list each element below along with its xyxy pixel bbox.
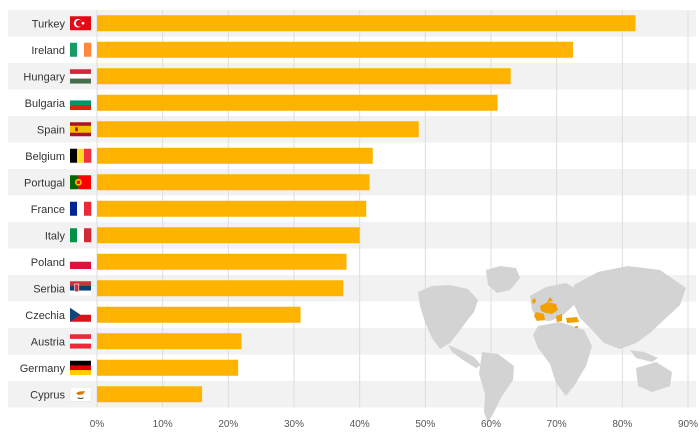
bar-belgium xyxy=(97,147,373,164)
flag-poland-icon xyxy=(70,254,91,270)
x-tick-label: 30% xyxy=(284,419,304,430)
flag-hungary-icon xyxy=(70,69,91,84)
bar-bulgaria xyxy=(97,94,498,111)
highlighted-countries xyxy=(532,297,579,328)
category-label: Serbia xyxy=(33,283,66,295)
category-label: Spain xyxy=(37,124,65,136)
flag-cyprus-icon xyxy=(69,387,92,402)
bar-cyprus xyxy=(97,386,203,403)
x-tick-label: 50% xyxy=(415,419,435,430)
bar-hungary xyxy=(97,68,511,85)
category-label: Portugal xyxy=(24,177,65,189)
bar-serbia xyxy=(97,280,344,297)
flag-italy-icon xyxy=(70,228,92,243)
x-axis-ticks: 0% 10% 20% 30% 40% 50% 60% 70% 80% 90% xyxy=(90,419,698,430)
x-tick-label: 20% xyxy=(218,419,238,430)
x-tick-label: 80% xyxy=(612,419,632,430)
category-label: Cyprus xyxy=(30,389,65,401)
flag-portugal-icon xyxy=(70,175,91,190)
category-label: Germany xyxy=(20,363,66,375)
category-label: Bulgaria xyxy=(25,98,66,110)
country-labels: Turkey Ireland Hungary Bulgaria Spain Belgium… xyxy=(20,18,66,401)
flag-spain-icon xyxy=(70,122,91,137)
x-tick-label: 40% xyxy=(350,419,370,430)
bar-italy xyxy=(97,227,360,244)
bars-group xyxy=(97,15,636,403)
flag-belgium-icon xyxy=(70,148,92,163)
category-label: Ireland xyxy=(31,45,65,57)
bar-poland xyxy=(97,253,347,270)
category-label: France xyxy=(31,204,65,216)
category-label: Hungary xyxy=(23,71,65,83)
category-label: Turkey xyxy=(32,18,66,30)
category-label: Italy xyxy=(45,230,66,242)
x-tick-label: 10% xyxy=(153,419,173,430)
flag-bulgaria-icon xyxy=(70,95,91,111)
x-tick-label: 0% xyxy=(90,419,105,430)
category-label: Austria xyxy=(31,336,66,348)
x-tick-label: 70% xyxy=(547,419,567,430)
flag-serbia-icon xyxy=(70,281,91,296)
bar-germany xyxy=(97,359,239,376)
bar-austria xyxy=(97,333,242,350)
category-label: Czechia xyxy=(25,310,66,322)
flag-turkey-icon xyxy=(70,16,91,31)
flag-austria-icon xyxy=(70,334,91,349)
bar-turkey xyxy=(97,15,636,32)
country-flags xyxy=(69,16,92,402)
bar-ireland xyxy=(97,41,574,58)
bar-czechia xyxy=(97,306,301,323)
world-map-icon xyxy=(418,266,686,423)
flag-ireland-icon xyxy=(70,42,92,57)
x-tick-label: 90% xyxy=(678,419,698,430)
bar-spain xyxy=(97,121,419,138)
flag-france-icon xyxy=(70,201,92,216)
x-tick-label: 60% xyxy=(481,419,501,430)
bar-france xyxy=(97,200,367,217)
bar-portugal xyxy=(97,174,370,191)
flag-germany-icon xyxy=(70,360,91,376)
flag-czechia-icon xyxy=(70,307,91,322)
category-label: Poland xyxy=(31,257,65,269)
category-label: Belgium xyxy=(25,151,65,163)
